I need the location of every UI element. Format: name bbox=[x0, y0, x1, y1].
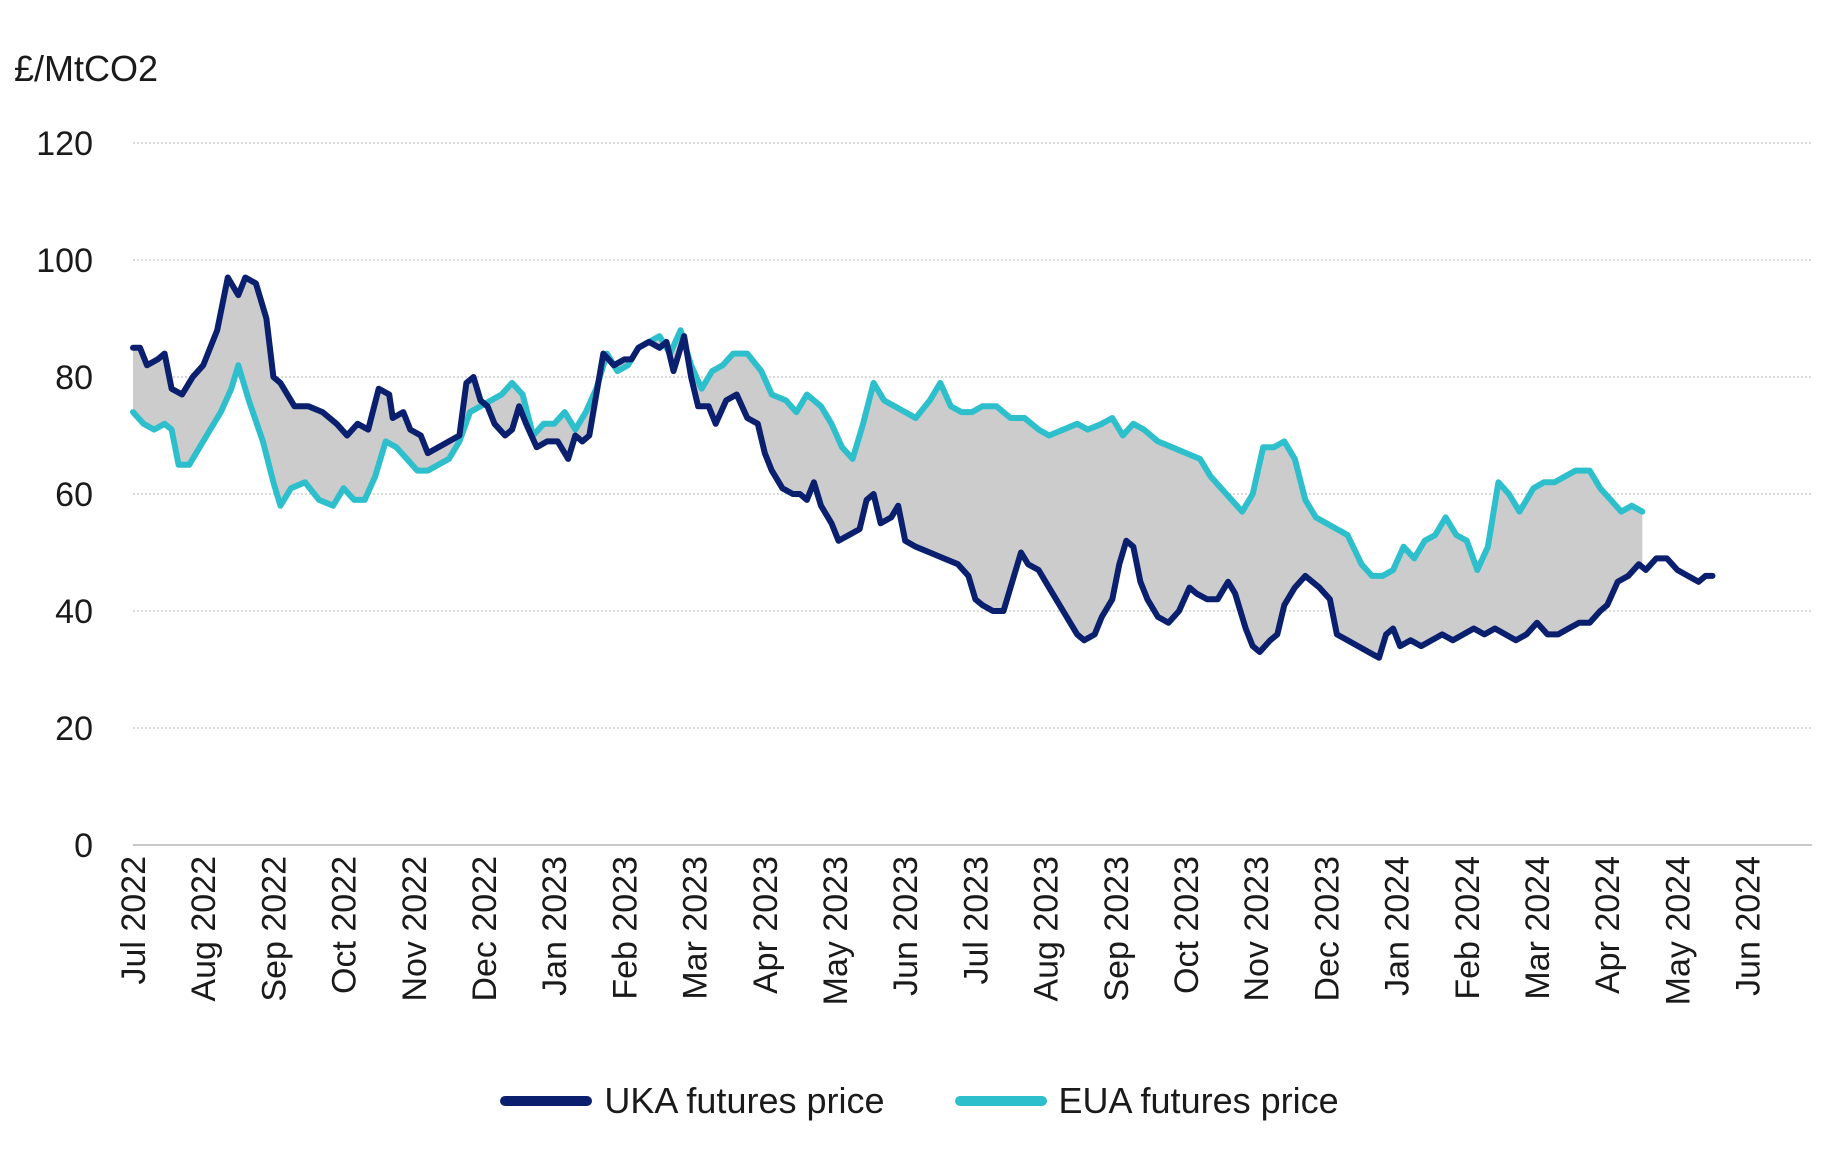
y-tick-label: 20 bbox=[55, 710, 93, 748]
y-tick-label: 120 bbox=[36, 125, 93, 163]
x-tick-label: Feb 2024 bbox=[1449, 856, 1487, 1000]
x-tick-label: Feb 2023 bbox=[606, 856, 644, 1000]
x-tick-label: Jan 2024 bbox=[1379, 856, 1417, 996]
y-tick-label: 100 bbox=[36, 242, 93, 280]
x-tick-label: Jul 2022 bbox=[115, 856, 153, 985]
legend-swatch-eua bbox=[954, 1096, 1047, 1106]
x-tick-label: Apr 2024 bbox=[1589, 856, 1627, 994]
legend: UKA futures price EUA futures price bbox=[0, 1080, 1839, 1122]
x-tick-label: Sep 2022 bbox=[255, 856, 293, 1002]
series-line-uka bbox=[130, 274, 1716, 661]
legend-swatch-uka bbox=[500, 1096, 593, 1106]
x-tick-label: Jun 2024 bbox=[1730, 856, 1768, 996]
x-tick-labels: Jul 2022 Aug 2022 Sep 2022 Oct 2022 Nov 2022… bbox=[115, 856, 1768, 1005]
y-tick-label: 80 bbox=[55, 359, 93, 397]
legend-label-uka: UKA futures price bbox=[604, 1080, 885, 1121]
y-tick-label: 40 bbox=[55, 593, 93, 631]
x-tick-label: Aug 2023 bbox=[1028, 856, 1066, 1002]
x-tick-label: Nov 2022 bbox=[396, 856, 434, 1002]
x-tick-label: Oct 2023 bbox=[1168, 856, 1206, 994]
x-tick-label: Apr 2023 bbox=[747, 856, 785, 994]
x-tick-label: Jul 2023 bbox=[957, 856, 995, 985]
series-lines bbox=[130, 274, 1716, 661]
spread-band bbox=[133, 278, 1643, 658]
y-tick-label: 60 bbox=[55, 476, 93, 514]
legend-item-uka: UKA futures price bbox=[500, 1080, 885, 1122]
x-tick-label: Jan 2023 bbox=[536, 856, 574, 996]
y-tick-label: 0 bbox=[74, 827, 93, 865]
y-axis-unit-label: £/MtCO2 bbox=[14, 48, 159, 89]
x-tick-label: Oct 2022 bbox=[326, 856, 364, 994]
x-tick-label: May 2023 bbox=[817, 856, 855, 1005]
x-tick-label: Sep 2023 bbox=[1098, 856, 1136, 1002]
x-tick-label: Nov 2023 bbox=[1238, 856, 1276, 1002]
legend-label-eua: EUA futures price bbox=[1058, 1080, 1339, 1121]
legend-item-eua: EUA futures price bbox=[954, 1080, 1339, 1122]
x-tick-label: Dec 2022 bbox=[466, 856, 504, 1002]
x-tick-label: Aug 2022 bbox=[185, 856, 223, 1002]
x-tick-label: May 2024 bbox=[1659, 856, 1697, 1005]
x-tick-label: Mar 2024 bbox=[1519, 856, 1557, 1000]
series-line-eua bbox=[130, 327, 1646, 579]
y-tick-labels: 0 20 40 60 80 100 120 bbox=[36, 125, 93, 865]
x-tick-label: Mar 2023 bbox=[677, 856, 715, 1000]
x-tick-label: Dec 2023 bbox=[1308, 856, 1346, 1002]
x-tick-label: Jun 2023 bbox=[887, 856, 925, 996]
